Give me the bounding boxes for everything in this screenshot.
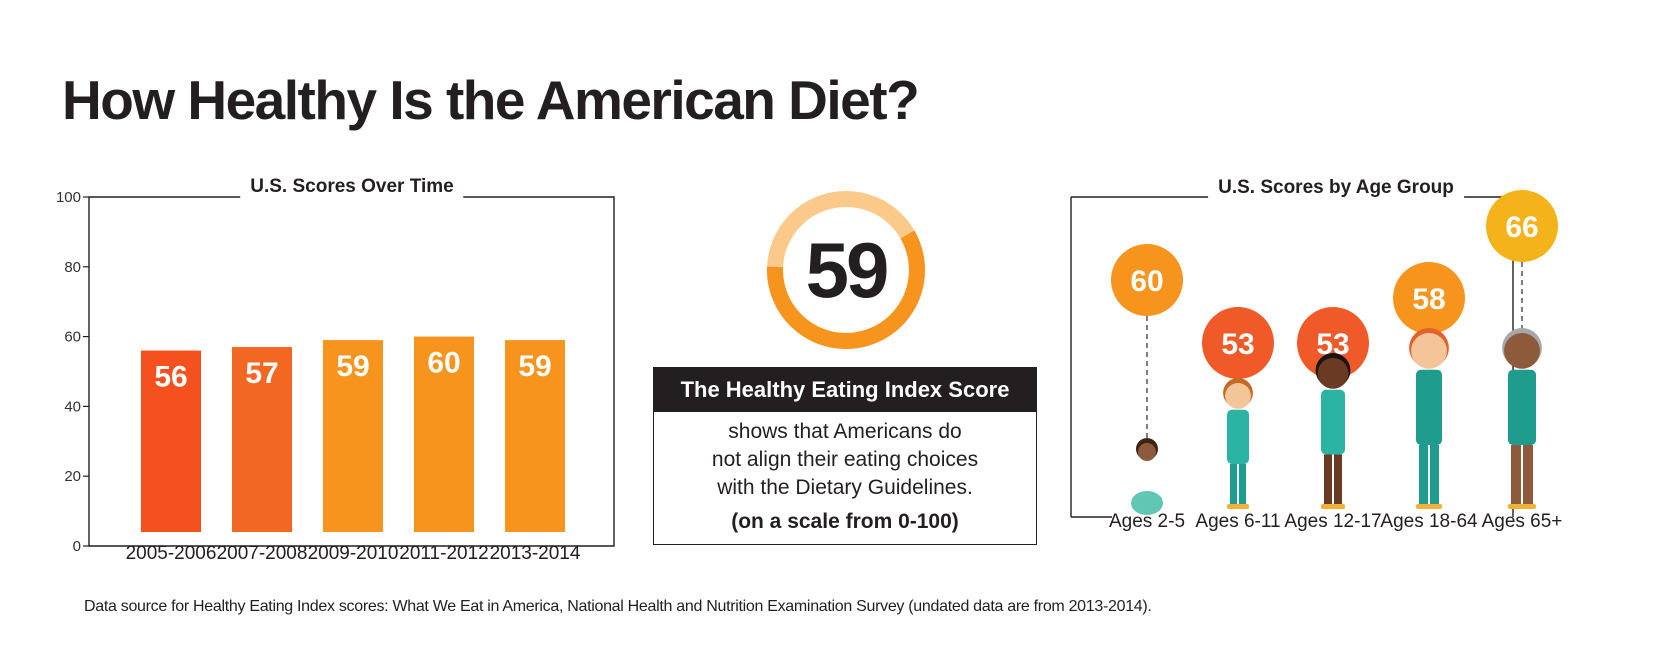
y-tick-label: 40 xyxy=(64,398,81,415)
bar xyxy=(141,350,201,532)
x-tick-label: 2009-2010 xyxy=(308,543,399,560)
shoes-shape xyxy=(1416,504,1442,509)
leg-shape xyxy=(1324,454,1332,505)
leg-shape xyxy=(1334,454,1342,505)
head-shape xyxy=(1138,443,1156,461)
person-figure xyxy=(1315,353,1351,509)
scores-over-time-heading: U.S. Scores Over Time xyxy=(240,176,464,198)
score-circle xyxy=(1297,307,1369,379)
bar-value-label: 56 xyxy=(154,361,187,394)
body-shape xyxy=(1131,491,1163,515)
x-tick-label: Ages 12-17 xyxy=(1284,511,1381,532)
score-circle xyxy=(1486,190,1558,262)
x-tick-label: 2005-2006 xyxy=(126,543,217,560)
bar-value-label: 59 xyxy=(518,350,551,383)
hei-description: shows that Americans do not align their … xyxy=(654,412,1036,502)
bar-value-label: 60 xyxy=(427,347,460,380)
x-tick-label: Ages 6-11 xyxy=(1195,511,1280,532)
y-tick-label: 80 xyxy=(64,259,81,276)
person-figure xyxy=(1223,378,1253,509)
score-circle-value: 66 xyxy=(1505,211,1538,244)
page-title: How Healthy Is the American Diet? xyxy=(62,69,920,131)
scores-by-age-heading: U.S. Scores by Age Group xyxy=(1208,177,1464,199)
x-tick-label: 2011-2012 xyxy=(399,543,488,560)
leg-shape xyxy=(1511,444,1521,505)
person-figure xyxy=(1502,328,1542,509)
head-shape xyxy=(1504,333,1540,369)
bar xyxy=(414,336,474,532)
x-tick-label: 2007-2008 xyxy=(217,543,308,560)
x-tick-label: 2013-2014 xyxy=(490,543,581,560)
score-circle xyxy=(1111,244,1183,316)
hei-heading: The Healthy Eating Index Score xyxy=(654,368,1036,412)
score-circle-value: 53 xyxy=(1221,328,1254,361)
body-shape xyxy=(1321,389,1345,455)
x-tick-label: Ages 18-64 xyxy=(1380,511,1478,532)
bar-value-label: 57 xyxy=(245,357,278,390)
shoes-shape xyxy=(1321,504,1345,509)
hei-description-line: shows that Americans do xyxy=(728,420,962,443)
body-shape xyxy=(1227,409,1249,464)
hei-description-line: not align their eating choices xyxy=(711,448,979,471)
body-shape xyxy=(1508,369,1536,445)
bar-value-label: 59 xyxy=(336,350,369,383)
leg-shape xyxy=(1430,444,1439,505)
score-circle-value: 58 xyxy=(1412,283,1445,316)
leg-shape xyxy=(1230,463,1237,505)
score-circle xyxy=(1202,307,1274,379)
score-ring: 59 xyxy=(761,185,931,355)
bar xyxy=(323,340,383,532)
leg-shape xyxy=(1523,444,1533,505)
x-tick-label: Ages 2-5 xyxy=(1109,511,1185,532)
score-ring-graphic xyxy=(767,191,925,349)
scores-over-time-panel: 0 20 40 60 80 100 56 2005-2006 57 2007-2008 59 2009… xyxy=(0,176,640,560)
bar xyxy=(232,347,292,532)
y-tick-label: 60 xyxy=(64,329,81,346)
shoes-shape xyxy=(1227,504,1249,509)
overall-score-value: 59 xyxy=(805,225,890,314)
head-shape xyxy=(1317,358,1349,389)
body-shape xyxy=(1416,369,1442,445)
shoes-shape xyxy=(1508,504,1536,509)
person-figure xyxy=(1409,328,1449,509)
person-figure xyxy=(1131,438,1163,515)
scores-over-time-chart: 0 20 40 60 80 100 56 2005-2006 57 2007-2008 59 2009… xyxy=(56,189,615,560)
head-shape xyxy=(1225,383,1251,409)
x-tick-label: Ages 65+ xyxy=(1482,511,1563,532)
hei-scale-note: (on a scale from 0-100) xyxy=(731,510,959,533)
head-shape xyxy=(1411,333,1447,369)
hei-description-box: The Healthy Eating Index Score shows tha… xyxy=(653,367,1037,545)
bar xyxy=(505,340,565,532)
data-source-note: Data source for Healthy Eating Index sco… xyxy=(84,598,1152,615)
scores-by-age-panel: 60 Ages 2-5 53 Ages 6-11 53 Ages 12-17 58 Ages … xyxy=(1070,177,1630,560)
leg-shape xyxy=(1239,463,1246,505)
y-tick-label: 20 xyxy=(64,468,81,485)
hei-description-line: with the Dietary Guidelines. xyxy=(717,476,973,499)
y-tick-label: 100 xyxy=(56,189,81,206)
overall-score-panel: 59 The Healthy Eating Index Score shows … xyxy=(650,185,1040,555)
score-circle xyxy=(1393,262,1465,334)
score-circle-value: 60 xyxy=(1130,265,1163,298)
y-tick-label: 0 xyxy=(73,538,81,555)
leg-shape xyxy=(1419,444,1428,505)
chart-frame xyxy=(1071,196,1514,517)
